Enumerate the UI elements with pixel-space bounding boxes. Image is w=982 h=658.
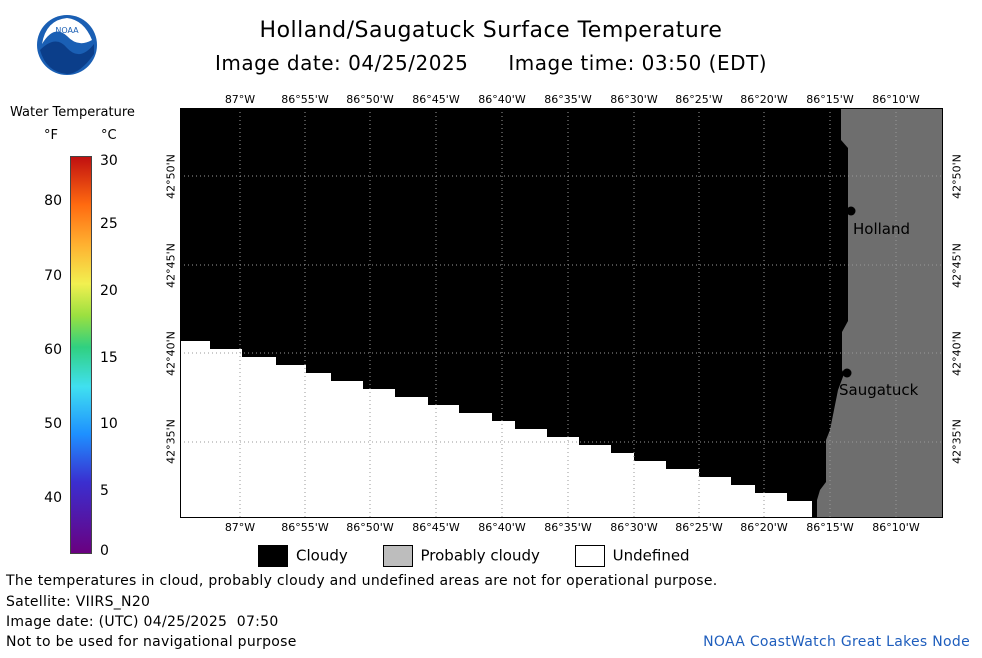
footer-satellite: Satellite: VIIRS_N20 bbox=[6, 594, 151, 610]
tick-c: 15 bbox=[100, 350, 118, 366]
lon-label-bottom: 86°40'W bbox=[478, 521, 526, 534]
lon-label-top: 86°15'W bbox=[806, 93, 854, 106]
tick-c: 20 bbox=[100, 283, 118, 299]
tick-f: 80 bbox=[44, 193, 62, 209]
holland-marker bbox=[846, 206, 856, 216]
lon-label-bottom: 87°W bbox=[224, 521, 256, 534]
legend-label: Cloudy bbox=[296, 546, 348, 565]
legend: Cloudy Probably cloudy Undefined bbox=[258, 545, 720, 567]
lon-label-top: 86°10'W bbox=[872, 93, 920, 106]
scale-title: Water Temperature bbox=[10, 105, 135, 120]
legend-item-undefined: Undefined bbox=[574, 545, 690, 567]
lat-label-right: 42°40'N bbox=[950, 331, 964, 376]
image-date: Image date: 04/25/2025 bbox=[214, 51, 469, 75]
swatch-probably-cloudy bbox=[382, 545, 413, 567]
legend-label: Probably cloudy bbox=[420, 546, 540, 565]
temperature-colorbar bbox=[70, 156, 92, 554]
saugatuck-marker bbox=[842, 368, 852, 378]
legend-item-cloudy: Cloudy bbox=[258, 545, 348, 567]
lat-label-left: 42°40'N bbox=[164, 331, 178, 376]
tick-f: 60 bbox=[44, 342, 62, 358]
map-frame bbox=[180, 108, 943, 518]
lon-label-bottom: 86°45'W bbox=[412, 521, 460, 534]
lon-label-bottom: 86°20'W bbox=[740, 521, 788, 534]
lat-label-left: 42°45'N bbox=[164, 243, 178, 288]
noaa-logo: NOAA bbox=[36, 14, 98, 76]
footer-utc-date: Image date: (UTC) 04/25/2025 07:50 bbox=[6, 614, 279, 630]
graticule bbox=[180, 108, 943, 518]
legend-item-probably-cloudy: Probably cloudy bbox=[382, 545, 540, 567]
undefined-area bbox=[180, 341, 812, 518]
page-title: Holland/Saugatuck Surface Temperature bbox=[259, 18, 723, 43]
lon-label-bottom: 86°50'W bbox=[346, 521, 394, 534]
tick-c: 30 bbox=[100, 153, 118, 169]
lon-label-top: 86°50'W bbox=[346, 93, 394, 106]
lat-label-right: 42°50'N bbox=[950, 154, 964, 199]
map-area bbox=[180, 108, 943, 518]
lon-label-bottom: 86°55'W bbox=[281, 521, 329, 534]
lat-label-left: 42°50'N bbox=[164, 154, 178, 199]
tick-c: 0 bbox=[100, 543, 109, 559]
logo-text: NOAA bbox=[55, 26, 79, 35]
lat-label-left: 42°35'N bbox=[164, 419, 178, 464]
lon-label-bottom: 86°15'W bbox=[806, 521, 854, 534]
lat-label-right: 42°45'N bbox=[950, 243, 964, 288]
tick-f: 70 bbox=[44, 268, 62, 284]
legend-label: Undefined bbox=[612, 546, 690, 565]
lon-label-bottom: 86°10'W bbox=[872, 521, 920, 534]
lon-label-top: 86°55'W bbox=[281, 93, 329, 106]
lon-label-bottom: 86°25'W bbox=[675, 521, 723, 534]
tick-c: 10 bbox=[100, 416, 118, 432]
footer-note: The temperatures in cloud, probably clou… bbox=[6, 573, 718, 589]
swatch-undefined bbox=[574, 545, 605, 567]
lon-label-bottom: 86°35'W bbox=[544, 521, 592, 534]
lon-label-top: 86°20'W bbox=[740, 93, 788, 106]
unit-fahrenheit: °F bbox=[44, 128, 58, 143]
lon-label-top: 87°W bbox=[224, 93, 256, 106]
lon-label-top: 86°35'W bbox=[544, 93, 592, 106]
image-date-time: Image date: 04/25/2025 Image time: 03:50 … bbox=[0, 51, 982, 75]
place-label-saugatuck: Saugatuck bbox=[839, 381, 919, 399]
coastwatch-node-link[interactable]: NOAA CoastWatch Great Lakes Node bbox=[703, 634, 970, 650]
tick-f: 50 bbox=[44, 416, 62, 432]
lon-label-bottom: 86°30'W bbox=[610, 521, 658, 534]
tick-c: 5 bbox=[100, 483, 109, 499]
tick-f: 40 bbox=[44, 490, 62, 506]
lon-label-top: 86°40'W bbox=[478, 93, 526, 106]
lon-label-top: 86°25'W bbox=[675, 93, 723, 106]
place-label-holland: Holland bbox=[853, 220, 911, 238]
footer-disclaimer: Not to be used for navigational purpose bbox=[6, 634, 297, 650]
unit-celsius: °C bbox=[101, 128, 117, 143]
tick-c: 25 bbox=[100, 216, 118, 232]
lat-label-right: 42°35'N bbox=[950, 419, 964, 464]
image-time: Image time: 03:50 (EDT) bbox=[508, 51, 768, 75]
swatch-cloudy bbox=[258, 545, 288, 567]
lon-label-top: 86°45'W bbox=[412, 93, 460, 106]
lon-label-top: 86°30'W bbox=[610, 93, 658, 106]
